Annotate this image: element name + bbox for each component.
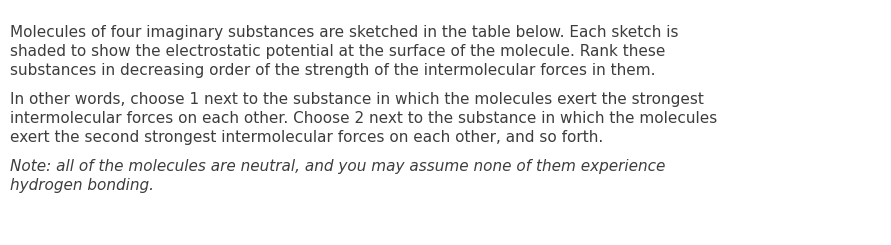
Text: substances in decreasing order of the strength of the intermolecular forces in t: substances in decreasing order of the st… — [10, 63, 656, 78]
Text: Note: all of the molecules are neutral, and you may assume none of them experien: Note: all of the molecules are neutral, … — [10, 159, 666, 174]
Text: intermolecular forces on each other. Choose 2 next to the substance in which the: intermolecular forces on each other. Cho… — [10, 111, 717, 126]
Text: exert the second strongest intermolecular forces on each other, and so forth.: exert the second strongest intermolecula… — [10, 130, 603, 145]
Text: shaded to show the electrostatic potential at the surface of the molecule. Rank : shaded to show the electrostatic potenti… — [10, 44, 666, 59]
Text: In other words, choose 1 next to the substance in which the molecules exert the : In other words, choose 1 next to the sub… — [10, 92, 704, 107]
Text: hydrogen bonding.: hydrogen bonding. — [10, 178, 154, 193]
Text: Molecules of four imaginary substances are sketched in the table below. Each ske: Molecules of four imaginary substances a… — [10, 25, 679, 40]
